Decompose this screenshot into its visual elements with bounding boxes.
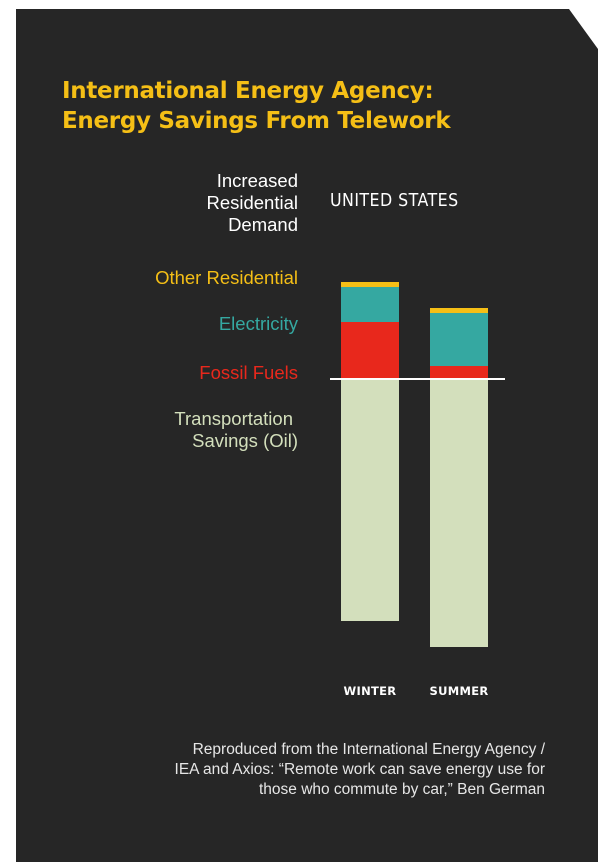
bar-summer-transportation-savings-oil [430, 379, 488, 647]
bar-summer-electricity [430, 313, 488, 366]
legend-increased-line-3: Demand [228, 214, 298, 235]
bar-winter-other-residential [341, 282, 399, 287]
legend-electricity: Electricity [218, 313, 298, 334]
category-label-winter: WINTER [344, 684, 397, 698]
legend-other-residential: Other Residential [155, 267, 298, 288]
legend-increased-residential-demand: Increased Residential Demand [98, 170, 298, 236]
source-line-3: those who commute by car,” Ben German [258, 781, 545, 798]
legend-transport-line-2: Savings (Oil) [192, 430, 298, 451]
source-line-2: IEA and Axios: “Remote work can save ene… [174, 761, 545, 778]
legend-increased-line-2: Residential [206, 192, 298, 213]
bar-summer-fossil-fuels [430, 366, 488, 379]
chart-title: International Energy Agency: Energy Savi… [62, 76, 542, 136]
bar-summer-other-residential [430, 308, 488, 313]
chart-title-line-1: International Energy Agency: [62, 78, 434, 104]
bar-winter-electricity [341, 287, 399, 322]
legend-fossil-fuels: Fossil Fuels [199, 362, 298, 383]
legend-increased-line-1: Increased [216, 170, 298, 191]
chart-title-line-2: Energy Savings From Telework [62, 108, 451, 134]
legend-transportation-savings: Transportation Savings (Oil) [98, 408, 298, 452]
bar-winter-fossil-fuels [341, 322, 399, 379]
category-label-summer: SUMMER [429, 684, 488, 698]
legend-transport-line-1: Transportation [174, 408, 293, 429]
chart-card [16, 9, 598, 862]
source-note: Reproduced from the International Energy… [40, 740, 545, 800]
bar-winter-transportation-savings-oil [341, 379, 399, 621]
source-line-1: Reproduced from the International Energy… [192, 741, 545, 758]
chart-subtitle-country: UNITED STATES [330, 190, 459, 211]
